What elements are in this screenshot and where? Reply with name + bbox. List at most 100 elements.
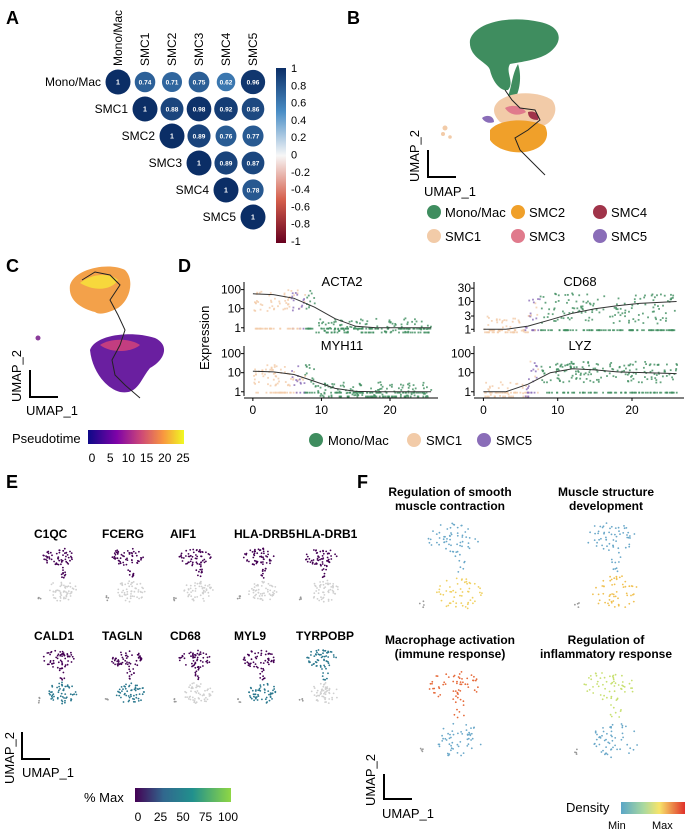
mini-umap-point (324, 698, 326, 701)
expression-point (655, 374, 658, 376)
expression-point (295, 391, 298, 394)
mini-umap-point (262, 550, 265, 553)
mini-umap-point (576, 602, 579, 605)
mini-umap-point (198, 685, 201, 688)
mini-umap-point (52, 594, 55, 596)
mini-umap-point (323, 587, 325, 590)
mini-umap-point (46, 561, 48, 564)
mini-umap-point (272, 689, 274, 692)
expression-point (661, 317, 664, 319)
mini-umap-point (624, 606, 627, 608)
expression-point (292, 306, 295, 309)
mini-umap-point (460, 671, 463, 673)
mini-umap-point (195, 561, 198, 564)
expression-point (633, 298, 636, 301)
expression-point (388, 395, 391, 398)
mini-umap-point (599, 525, 602, 528)
expression-point (635, 372, 637, 375)
expression-point (379, 391, 382, 394)
mini-umap-point (298, 698, 301, 701)
mini-umap-point (461, 591, 464, 593)
expression-point (283, 366, 286, 368)
mini-umap-point (595, 586, 597, 589)
mini-umap-point (56, 697, 59, 700)
mini-umap-point (602, 727, 604, 729)
mini-umap-point (128, 665, 131, 668)
mini-umap-point (141, 693, 144, 696)
mini-umap-point (43, 660, 46, 662)
expression-point (567, 299, 570, 301)
expression-point (327, 331, 329, 334)
expression-point (497, 331, 499, 334)
expression-point (592, 302, 595, 305)
expression-point (503, 319, 506, 322)
expression-point (588, 329, 591, 332)
expression-point (596, 370, 599, 373)
mini-umap-point (255, 584, 258, 587)
mini-umap-point (203, 698, 206, 701)
mini-umap-point (137, 700, 140, 702)
mini-umap-point (55, 552, 58, 555)
mini-umap-point (470, 674, 473, 676)
expression-point (588, 302, 591, 305)
expression-point (286, 307, 289, 310)
mini-umap-point (39, 597, 42, 600)
expression-point (386, 325, 389, 328)
mini-umap-point (602, 592, 605, 595)
expression-point (507, 329, 510, 332)
mini-umap-point (597, 530, 600, 533)
mini-umap-point (38, 699, 40, 702)
expression-point (497, 329, 500, 332)
mini-umap-point (200, 585, 203, 588)
mini-umap-point (116, 664, 119, 667)
mini-umap-point (191, 682, 194, 685)
mini-umap-point (327, 656, 330, 658)
expression-point (602, 391, 604, 394)
expression-point (633, 391, 636, 394)
mini-umap-point (105, 596, 108, 599)
feature-gene-title: CALD1 (34, 629, 74, 643)
mini-umap-point (71, 655, 74, 658)
mini-umap-point (260, 585, 263, 587)
mini-umap-point (605, 536, 607, 539)
expression-point (287, 327, 290, 330)
expression-point (549, 366, 551, 369)
expression-point (607, 329, 610, 332)
expression-point (269, 384, 272, 387)
mini-umap-point (117, 662, 120, 664)
mini-umap-point (69, 595, 72, 597)
expression-point (610, 362, 613, 364)
mini-umap-point (67, 590, 70, 593)
mini-umap-point (603, 694, 605, 697)
mini-umap-point (606, 753, 609, 756)
mini-umap-point (195, 684, 198, 686)
mini-umap-point (60, 692, 63, 695)
expression-point (310, 327, 313, 330)
mini-umap-point (134, 684, 137, 687)
mini-umap-point (74, 585, 77, 588)
mini-umap-point (468, 537, 471, 539)
expression-point (261, 369, 264, 372)
expression-point (585, 378, 588, 380)
corr-col-label: Mono/Mac (111, 10, 125, 66)
mini-umap-point (143, 691, 146, 693)
mini-umap-point (322, 552, 325, 555)
expression-point (573, 366, 576, 369)
mini-umap-point (52, 693, 55, 696)
expression-point (392, 329, 394, 332)
mini-umap-point (477, 540, 479, 543)
expression-point (305, 327, 307, 330)
mini-umap-point (137, 697, 140, 700)
mini-umap-point (71, 693, 74, 696)
mini-umap-point (630, 687, 632, 689)
mini-umap-point (453, 596, 456, 598)
mini-umap-point (119, 562, 122, 565)
mini-umap-point (253, 559, 256, 562)
mini-umap-point (69, 693, 72, 696)
mini-umap-point (630, 679, 633, 682)
expression-point (275, 365, 278, 368)
expression-point (518, 321, 521, 324)
mini-umap-point (63, 590, 65, 592)
mini-umap-point (318, 589, 320, 591)
mini-umap-point (617, 526, 620, 529)
